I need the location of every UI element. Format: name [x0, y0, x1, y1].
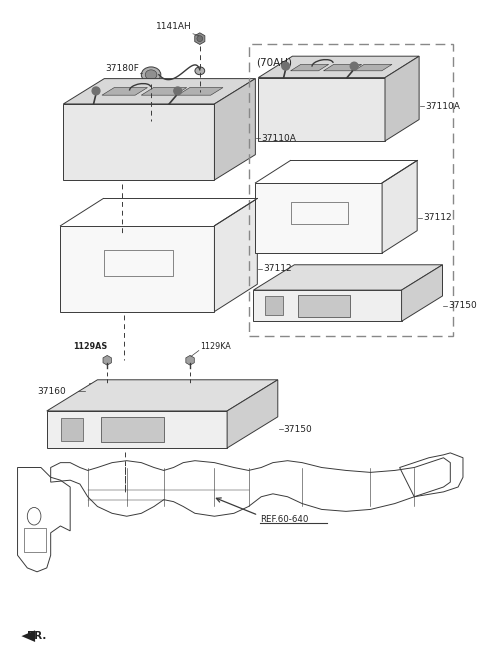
- Bar: [61, 418, 83, 441]
- Polygon shape: [258, 56, 419, 78]
- Circle shape: [282, 62, 289, 70]
- Polygon shape: [22, 630, 35, 642]
- Text: 37110A: 37110A: [425, 102, 460, 111]
- Text: 1129KA: 1129KA: [200, 342, 230, 351]
- Polygon shape: [402, 265, 443, 321]
- Polygon shape: [258, 78, 385, 141]
- Polygon shape: [47, 380, 278, 411]
- Text: 1129AS: 1129AS: [73, 342, 108, 351]
- Text: 37112: 37112: [263, 264, 292, 273]
- Bar: [291, 202, 348, 224]
- Polygon shape: [63, 79, 255, 104]
- Circle shape: [174, 87, 181, 95]
- Polygon shape: [186, 356, 194, 365]
- Text: 37112: 37112: [423, 214, 452, 222]
- Polygon shape: [215, 79, 255, 180]
- Circle shape: [197, 36, 203, 41]
- Polygon shape: [102, 87, 147, 95]
- Bar: [24, 528, 46, 552]
- Polygon shape: [103, 356, 111, 365]
- Polygon shape: [141, 87, 187, 95]
- Bar: [249, 43, 453, 336]
- Text: 1141AH: 1141AH: [156, 22, 192, 31]
- Polygon shape: [324, 65, 361, 71]
- Ellipse shape: [145, 70, 157, 79]
- Circle shape: [350, 62, 358, 70]
- Polygon shape: [215, 198, 257, 312]
- Text: (70AH): (70AH): [256, 57, 292, 67]
- Polygon shape: [253, 265, 443, 290]
- Polygon shape: [60, 226, 215, 312]
- Polygon shape: [290, 65, 329, 71]
- Polygon shape: [255, 183, 382, 253]
- Text: 37150: 37150: [284, 425, 312, 434]
- Text: 37160: 37160: [37, 387, 66, 396]
- Polygon shape: [63, 104, 215, 180]
- Polygon shape: [382, 161, 417, 253]
- Ellipse shape: [195, 67, 204, 75]
- Bar: [104, 250, 173, 276]
- Polygon shape: [385, 56, 419, 141]
- Ellipse shape: [141, 67, 161, 83]
- Circle shape: [92, 87, 100, 95]
- Bar: [101, 416, 164, 442]
- Bar: [265, 296, 283, 315]
- Polygon shape: [178, 87, 223, 95]
- Text: REF.60-640: REF.60-640: [260, 515, 309, 523]
- Text: 37110A: 37110A: [261, 134, 296, 143]
- Polygon shape: [47, 411, 227, 448]
- Text: FR.: FR.: [27, 631, 47, 641]
- Bar: [89, 383, 100, 388]
- Polygon shape: [195, 33, 205, 45]
- Bar: [298, 295, 350, 316]
- Polygon shape: [253, 290, 402, 321]
- Polygon shape: [227, 380, 278, 448]
- Bar: [86, 388, 103, 398]
- Polygon shape: [354, 65, 392, 71]
- Text: 37180F: 37180F: [106, 65, 139, 73]
- Text: 37150: 37150: [448, 301, 477, 310]
